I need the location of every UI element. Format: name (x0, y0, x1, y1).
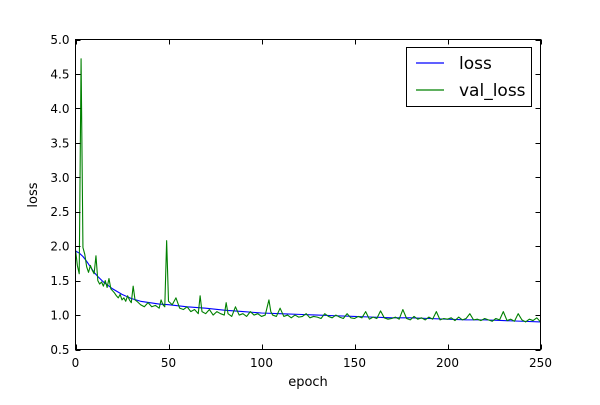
y-tick-label: 3.5 (50, 136, 69, 150)
legend-label-val-loss: val_loss (459, 81, 526, 101)
tick-labels-layer: 0 50 100 150 200 250 0.5 1.0 1.5 2.0 2.5 3.0 3.5 4.0 4… (50, 33, 552, 370)
ticks-layer (75, 39, 542, 351)
y-tick-label: 2.0 (50, 240, 69, 254)
series-layer (74, 58, 541, 323)
x-tick-label: 250 (529, 356, 552, 370)
x-tick-label: 150 (343, 356, 366, 370)
plot-frame (75, 39, 541, 350)
y-tick-label: 4.0 (50, 102, 69, 116)
x-axis-label: epoch (288, 375, 328, 390)
series-line-val-loss (74, 58, 541, 323)
x-tick-label: 0 (72, 356, 80, 370)
legend: loss val_loss (406, 47, 532, 107)
x-tick-label: 200 (436, 356, 459, 370)
y-tick-label: 0.5 (50, 343, 69, 357)
legend-label-loss: loss (459, 54, 492, 74)
y-tick-label: 2.5 (50, 205, 69, 219)
series-line-loss (75, 250, 541, 323)
y-axis-label: loss (26, 182, 41, 207)
x-tick-label: 100 (250, 356, 273, 370)
y-tick-label: 5.0 (50, 33, 69, 47)
x-tick-label: 50 (161, 356, 176, 370)
y-tick-label: 1.5 (50, 274, 69, 288)
y-tick-label: 1.0 (50, 309, 69, 323)
y-tick-label: 4.5 (50, 67, 69, 81)
legend-box (406, 47, 532, 107)
y-tick-label: 3.0 (50, 171, 69, 185)
